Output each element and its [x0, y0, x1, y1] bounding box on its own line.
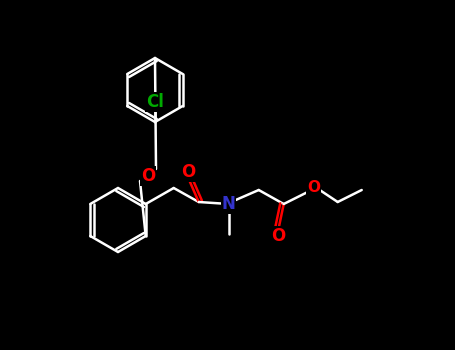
Text: O: O [141, 167, 155, 185]
Text: O: O [307, 180, 320, 195]
Text: N: N [222, 195, 236, 213]
Text: O: O [182, 163, 196, 181]
Text: Cl: Cl [146, 93, 164, 111]
Text: O: O [272, 227, 286, 245]
